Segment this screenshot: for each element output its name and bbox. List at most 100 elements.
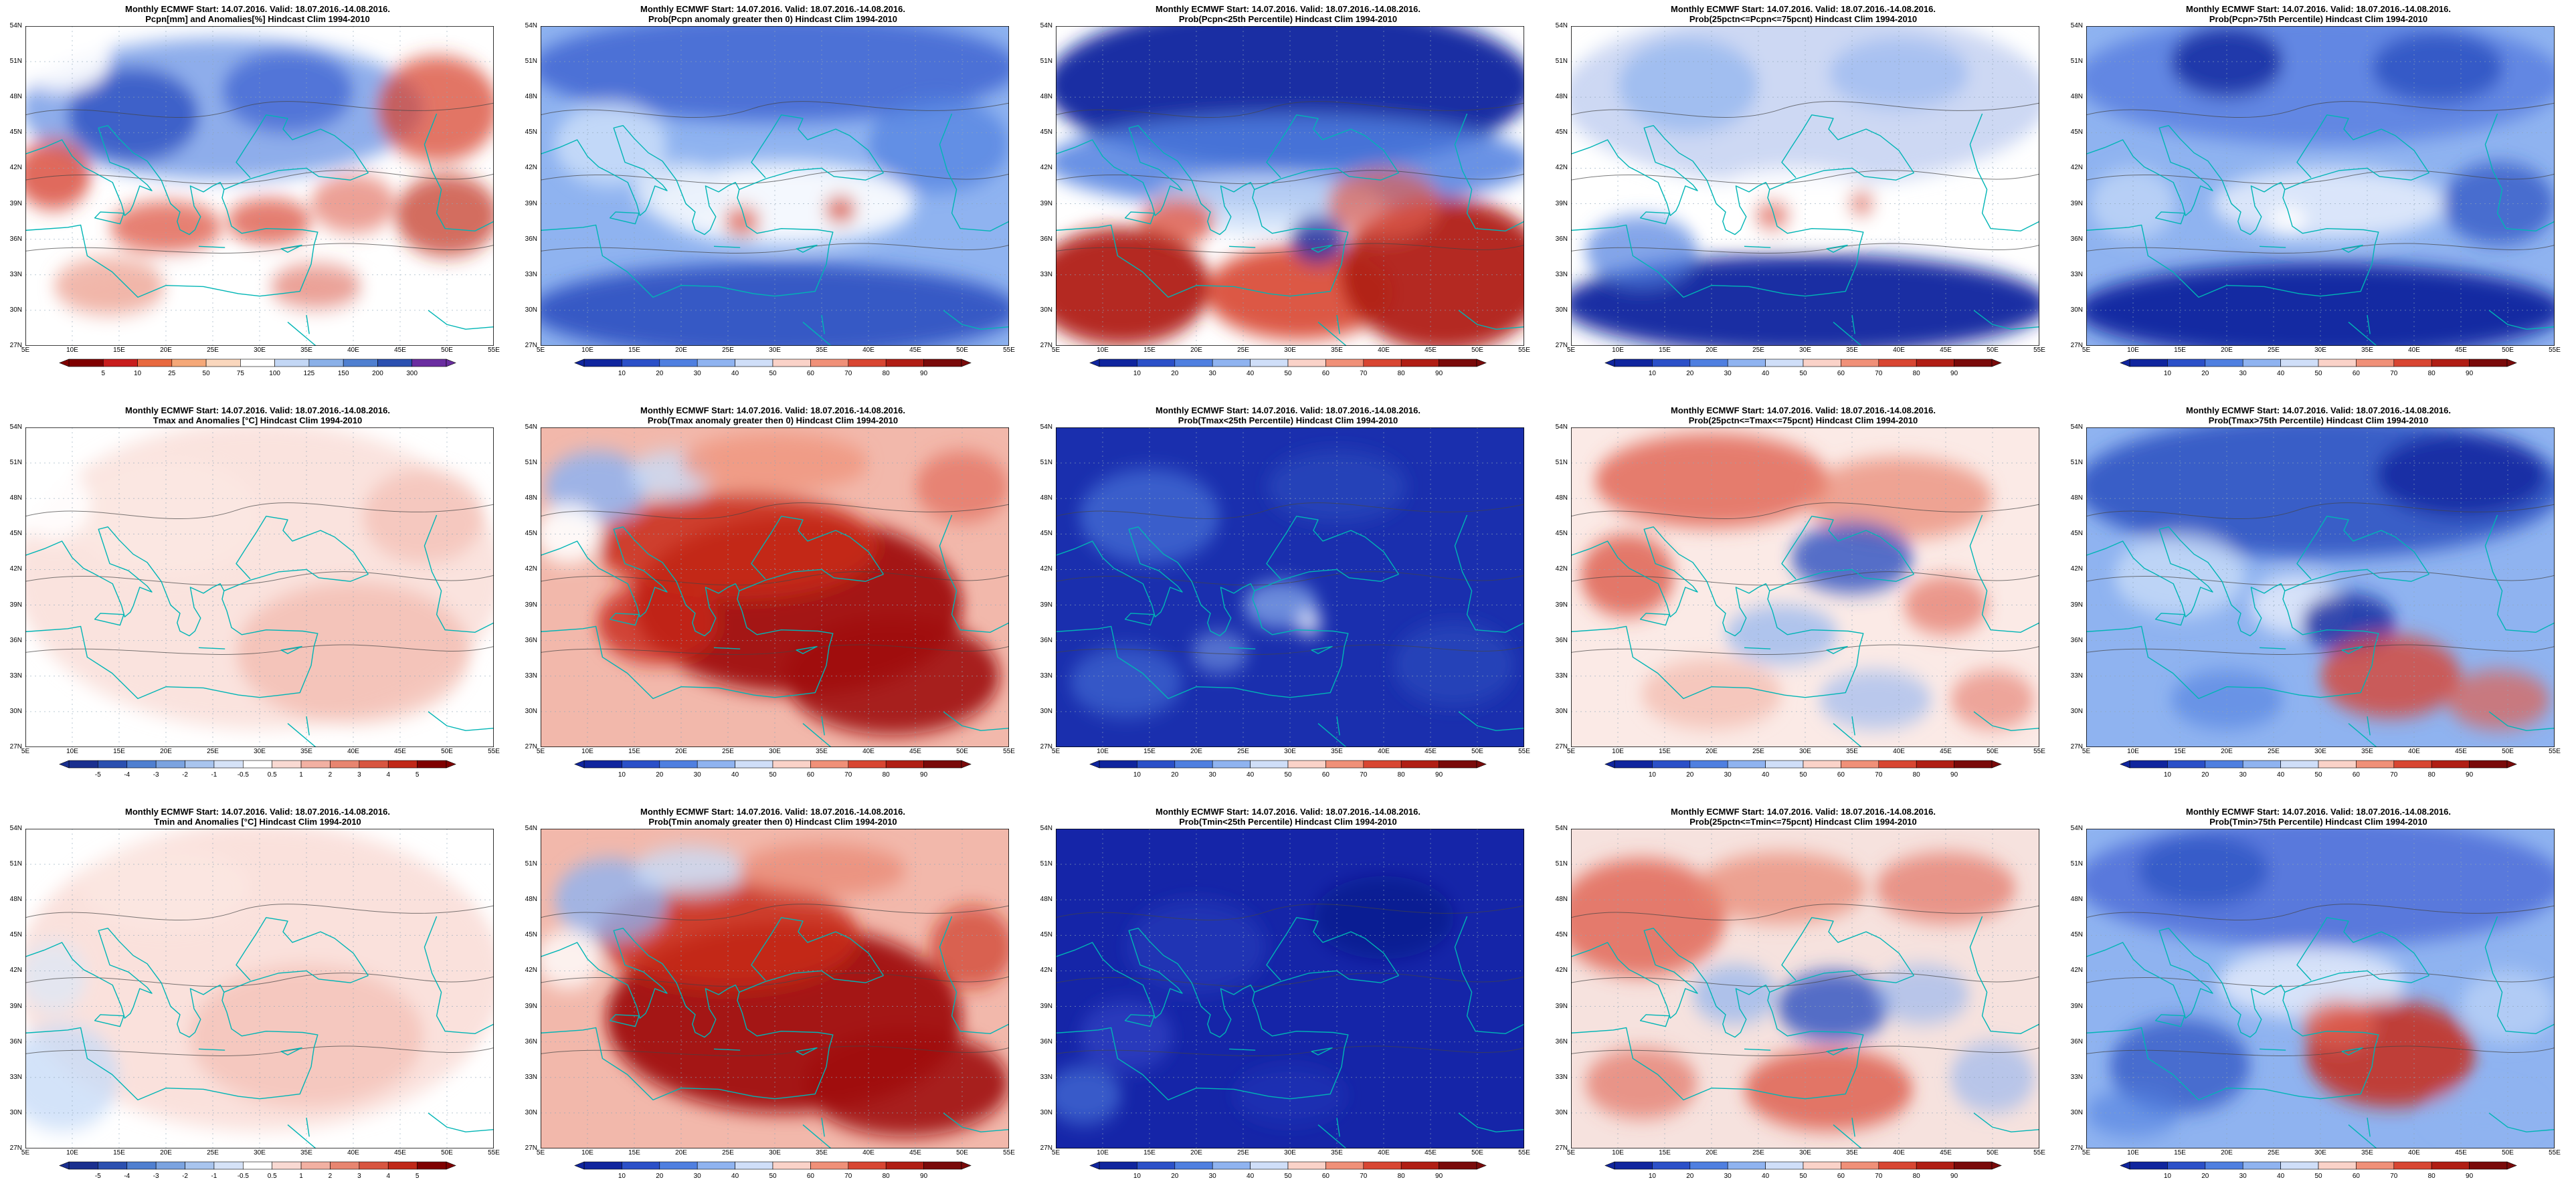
x-axis-label: 35E [816, 346, 828, 354]
colorbar-wrap: -5 -4 -3 -2 -1 -0.5 0.5 1 2 3 4 5 [0, 1161, 515, 1183]
colorbar-tick-label: 20 [1171, 771, 1179, 779]
coastline-path [1318, 716, 1346, 747]
x-axis-label: 15E [2174, 748, 2186, 755]
x-axis-label: 55E [1003, 346, 1015, 354]
contour-line [2086, 572, 2555, 585]
colorbar-tick-label: 50 [2314, 1173, 2322, 1180]
colorbar-tick-label: 10 [1649, 771, 1657, 779]
map-area: 54N 51N 48N 45N 42N 39N 36N 33N 30N 27N [1040, 424, 1524, 750]
colorbar-segment [772, 359, 811, 367]
x-axis-label: 25E [1237, 748, 1249, 755]
y-axis-label: 45N [9, 530, 22, 538]
y-axis-label: 36N [1040, 1037, 1052, 1045]
x-axis-label: 45E [1940, 346, 1952, 354]
coastline-path [428, 712, 494, 730]
colorbar-segment [772, 1161, 811, 1170]
x-axis-label: 10E [2127, 748, 2139, 755]
coastline-path [541, 971, 883, 1100]
colorbar-tick-label: 0.5 [268, 1173, 277, 1180]
y-axis-label: 33N [525, 1073, 537, 1081]
y-axis-label: 39N [1040, 199, 1052, 207]
y-axis-label: 45N [1040, 931, 1052, 939]
coastline-path [1459, 1113, 1524, 1132]
colorbar-tick-label: -0.5 [238, 1173, 250, 1180]
colorbar-segment [300, 1161, 331, 1170]
coastline-path [541, 928, 739, 1037]
field-blob [1295, 611, 1323, 635]
field-blob [1726, 605, 1838, 665]
coastline-path [1229, 647, 1255, 649]
colorbar-segment [1287, 1161, 1326, 1170]
y-axis-labels: 54N 51N 48N 45N 42N 39N 36N 33N 30N 27N [1, 825, 24, 1152]
coastline-path [1827, 647, 1847, 654]
colorbar-tick-label: 40 [1762, 771, 1770, 779]
y-axis-label: 36N [1040, 636, 1052, 644]
y-axis-label: 30N [2070, 306, 2083, 314]
colorbar-segment [2356, 1161, 2395, 1170]
colorbar-wrap: 10 20 30 40 50 60 70 80 90 [1546, 759, 2061, 782]
colorbar-wrap: 10 20 30 40 50 60 70 80 90 [1546, 358, 2061, 381]
x-axis-label: 40E [862, 1149, 875, 1157]
colorbar-segment [2167, 359, 2206, 367]
coastline-path [2342, 647, 2363, 654]
y-axis-label: 39N [2070, 601, 2083, 609]
colorbar-tick-label: 70 [1875, 1173, 1883, 1180]
map-plot [1571, 26, 2039, 346]
colorbar-tick-label: 25 [168, 370, 176, 377]
x-axis-label: 50E [956, 346, 968, 354]
colorbar-tick-label: 10 [1649, 1173, 1657, 1180]
coastline-path [1455, 916, 1524, 1033]
colorbar-left-arrow [2120, 760, 2130, 769]
colorbar-segment [583, 1161, 622, 1170]
colorbar-segment [213, 1161, 244, 1170]
y-axis-label: 27N [1040, 1144, 1052, 1152]
y-axis-label: 30N [2070, 1108, 2083, 1116]
colorbar-right-arrow [1476, 760, 1487, 769]
colorbar-tick-label: 90 [1950, 370, 1958, 377]
map-area: 54N 51N 48N 45N 42N 39N 36N 33N 30N 27N [525, 23, 1009, 349]
x-axis-label: 15E [1143, 346, 1156, 354]
colorbar-tick-label: 0.5 [268, 771, 277, 779]
colorbar-right-arrow [1991, 760, 2002, 769]
colorbar-wrap: 10 20 30 40 50 60 70 80 90 [515, 1161, 1030, 1183]
y-axis-label: 51N [2070, 459, 2083, 467]
coastline-path [288, 716, 316, 747]
colorbar-tick-label: 70 [1360, 370, 1368, 377]
colorbar-tick-label: 70 [1875, 771, 1883, 779]
coastline-path [1056, 971, 1398, 1100]
colorbar-segment [417, 760, 447, 769]
colorbar-tick-label: -2 [182, 771, 188, 779]
colorbar-tick-label: 80 [1398, 771, 1406, 779]
colorbar-tick-label: 70 [844, 1173, 852, 1180]
coastline-path [1970, 515, 2039, 632]
colorbar-segment [185, 1161, 215, 1170]
colorbar-right-arrow [2506, 1161, 2517, 1170]
y-axis-label: 45N [2070, 931, 2083, 939]
colorbar-tick-label: 90 [920, 771, 928, 779]
coastline-path [2156, 212, 2185, 224]
colorbar-segment [1954, 359, 1993, 367]
field-layer [1070, 451, 1515, 718]
x-axis-label: 45E [1940, 1149, 1952, 1157]
x-axis-label: 15E [2174, 1149, 2186, 1157]
colorbar-segment [2431, 1161, 2470, 1170]
colorbar-segment [1614, 1161, 1653, 1170]
colorbar-tick-label: 50 [2314, 370, 2322, 377]
colorbar-segment [1099, 359, 1137, 367]
x-axis-label: 25E [1237, 1149, 1249, 1157]
colorbar-segment [2469, 760, 2508, 769]
colorbar-tick-label: 40 [1247, 1173, 1255, 1180]
colorbar-left-arrow [574, 1161, 585, 1170]
colorbar-tick-label: 20 [1171, 370, 1179, 377]
coastline-path [2342, 245, 2363, 253]
y-axis-label: 27N [525, 342, 537, 349]
colorbar-segment [1250, 1161, 1289, 1170]
field-blob [222, 49, 353, 133]
colorbar-segment [1212, 1161, 1251, 1170]
y-axis-label: 33N [1040, 672, 1052, 680]
graticule [541, 26, 1009, 346]
map-area: 54N 51N 48N 45N 42N 39N 36N 33N 30N 27N [525, 424, 1009, 750]
x-axis-label: 10E [2127, 346, 2139, 354]
y-axis-labels: 54N 51N 48N 45N 42N 39N 36N 33N 30N 27N [1546, 424, 1570, 750]
y-axis-label: 42N [9, 565, 22, 573]
